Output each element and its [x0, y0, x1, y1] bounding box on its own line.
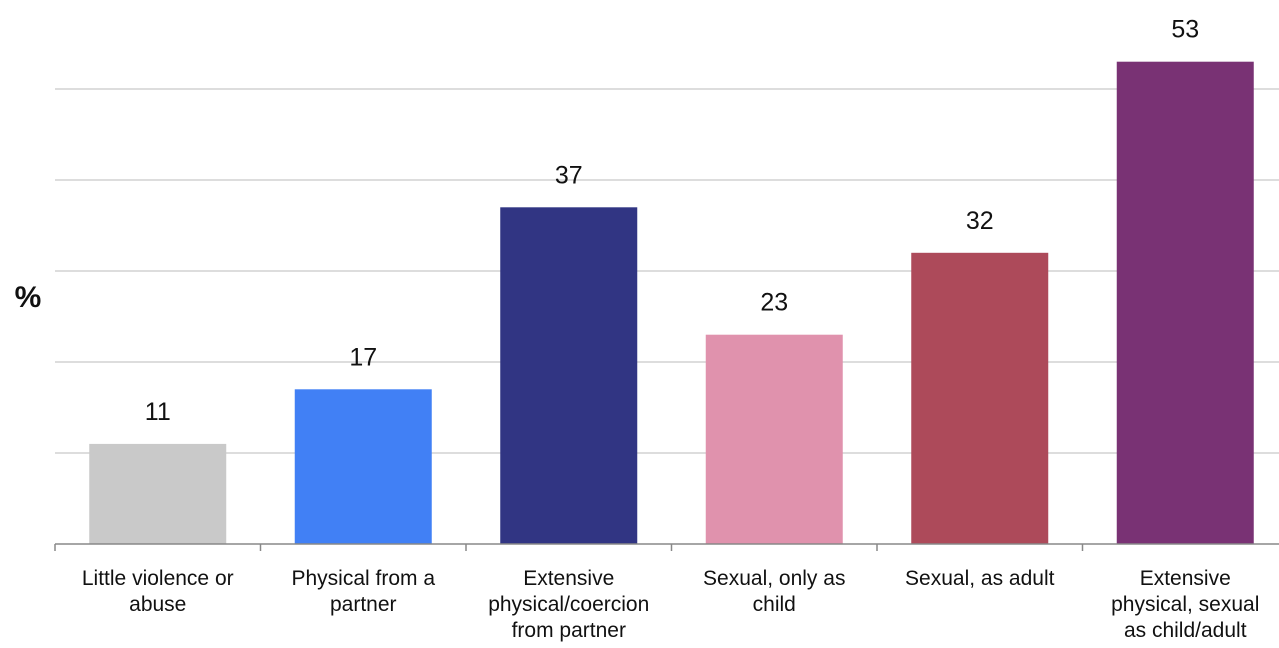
- x-tick-label-2: Physical from a partner: [291, 567, 435, 616]
- value-label-5: 32: [966, 207, 994, 235]
- x-tick-label-line: from partner: [512, 619, 626, 642]
- x-tick-label-line: Sexual, as adult: [905, 567, 1055, 590]
- value-label-1: 11: [145, 398, 171, 426]
- x-tick-label-4: Sexual, only as child: [703, 567, 845, 616]
- x-tick-label-line: physical/coercion: [488, 593, 649, 616]
- x-tick-label-line: physical, sexual: [1111, 593, 1259, 616]
- bar-4: [705, 334, 843, 544]
- x-tick-label-line: Physical from a: [291, 567, 435, 590]
- value-label-3: 37: [555, 161, 583, 189]
- x-tick-label-line: abuse: [129, 593, 186, 616]
- x-tick-label-line: child: [753, 593, 796, 616]
- bar-3: [500, 207, 638, 545]
- bars: [89, 61, 1254, 545]
- bar-1: [89, 443, 227, 544]
- x-tick-label-5: Sexual, as adult: [905, 567, 1055, 590]
- x-tick-label-line: Little violence or: [82, 567, 234, 590]
- x-tick-label-6: Extensive physical, sexual as child/adult: [1111, 567, 1259, 642]
- value-label-2: 17: [349, 343, 377, 371]
- bar-6: [1116, 61, 1254, 544]
- x-tick-label-line: as child/adult: [1124, 619, 1247, 642]
- x-tick-label-1: Little violence or abuse: [82, 567, 234, 616]
- x-tick-labels: Little violence or abuse Physical from a pa…: [82, 567, 1260, 642]
- value-label-4: 23: [760, 289, 788, 317]
- bar-5: [911, 252, 1049, 545]
- x-tick-label-line: Extensive: [1140, 567, 1231, 590]
- x-tick-label-line: Sexual, only as: [703, 567, 845, 590]
- x-tick-label-line: partner: [330, 593, 397, 616]
- x-tick-label-line: Extensive: [523, 567, 614, 590]
- value-labels: 11 17 37 23 32 53: [145, 16, 1199, 426]
- y-axis-label: %: [15, 281, 42, 314]
- bar-2: [294, 389, 432, 544]
- x-tick-label-3: Extensive physical/coercion from partner: [488, 567, 649, 642]
- value-label-6: 53: [1171, 16, 1199, 44]
- gridlines: [55, 88, 1279, 454]
- x-axis: [54, 543, 1279, 551]
